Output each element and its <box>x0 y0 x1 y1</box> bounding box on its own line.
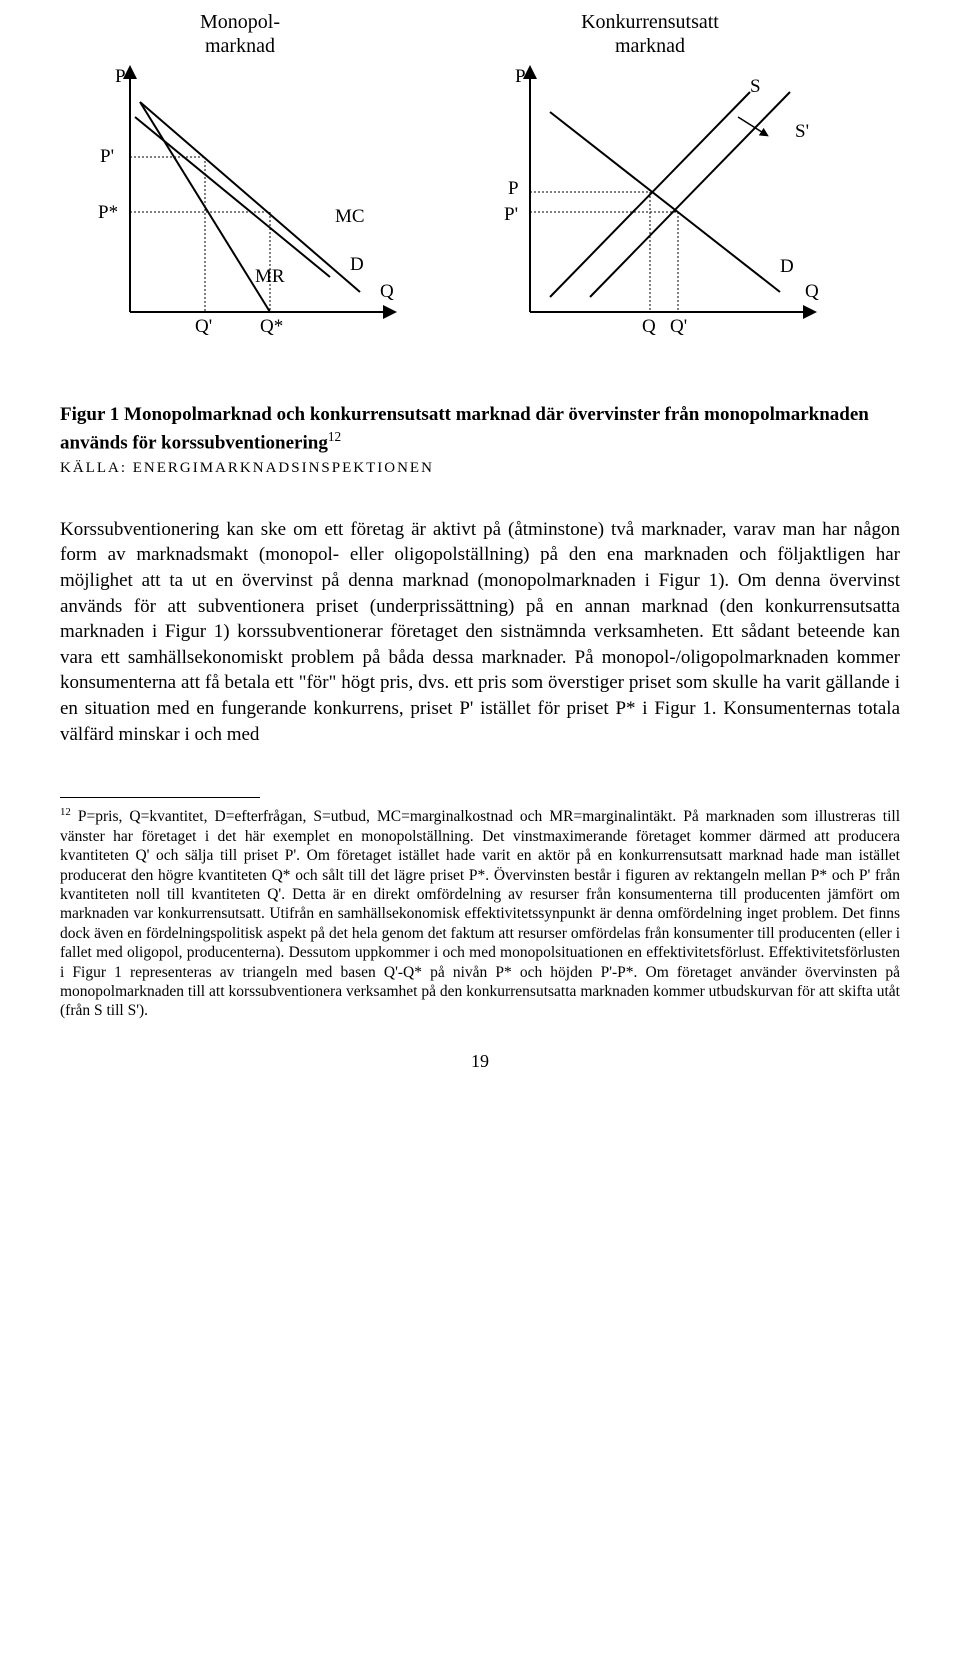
demand-curve <box>140 102 360 292</box>
title-line: marknad <box>205 35 275 57</box>
pprime-label: P' <box>504 204 518 225</box>
axis-q-label: Q <box>380 281 394 302</box>
sprime-label: S' <box>795 121 809 142</box>
qprime-label: Q' <box>195 316 212 337</box>
qstar-label: Q* <box>260 316 283 337</box>
d-label: D <box>780 256 794 277</box>
monopoly-chart-block: Monopol- marknad P Q MC D <box>60 10 420 342</box>
competitive-chart-block: Konkurrensutsatt marknad P Q <box>460 10 840 342</box>
pstar-label: P* <box>98 202 118 223</box>
supply-curve <box>550 92 750 297</box>
axis-p-label: P <box>115 66 126 87</box>
title-line: marknad <box>615 35 685 57</box>
s-label: S <box>750 76 761 97</box>
q-label: Q <box>642 316 656 337</box>
caption-bold: Figur 1 Monopolmarknad och konkurrensuts… <box>60 404 869 453</box>
d-label: D <box>350 254 364 275</box>
title-line: Konkurrensutsatt <box>581 11 719 33</box>
page-number: 19 <box>60 1051 900 1072</box>
title-line: Monopol- <box>200 11 280 33</box>
axis-q-label: Q <box>805 281 819 302</box>
figure-caption: Figur 1 Monopolmarknad och konkurrensuts… <box>60 402 900 456</box>
competitive-chart: P Q S S' D P Q <box>460 62 840 342</box>
body-paragraph: Korssubventionering kan ske om ett föret… <box>60 517 900 748</box>
page: Monopol- marknad P Q MC D <box>0 10 960 1112</box>
competitive-chart-title: Konkurrensutsatt marknad <box>581 10 719 58</box>
pprime-label: P' <box>100 146 114 167</box>
source-line: KÄLLA: ENERGIMARKNADSINSPEKTIONEN <box>60 460 900 477</box>
monopoly-chart: P Q MC D MR P' Q' P* Q* <box>60 62 420 342</box>
footnote-rule <box>60 797 260 798</box>
axis-p-label: P <box>515 66 526 87</box>
footnote-sup: 12 <box>60 806 71 818</box>
monopoly-chart-title: Monopol- marknad <box>200 10 280 58</box>
qprime-label: Q' <box>670 316 687 337</box>
caption-sup: 12 <box>328 429 341 444</box>
footnote: 12 P=pris, Q=kvantitet, D=efterfrågan, S… <box>60 806 900 1020</box>
supply-prime-curve <box>590 92 790 297</box>
mc-label: MC <box>335 206 365 227</box>
p-big-label: P <box>508 178 519 199</box>
footnote-text: P=pris, Q=kvantitet, D=efterfrågan, S=ut… <box>60 809 900 1020</box>
charts-row: Monopol- marknad P Q MC D <box>60 10 900 342</box>
